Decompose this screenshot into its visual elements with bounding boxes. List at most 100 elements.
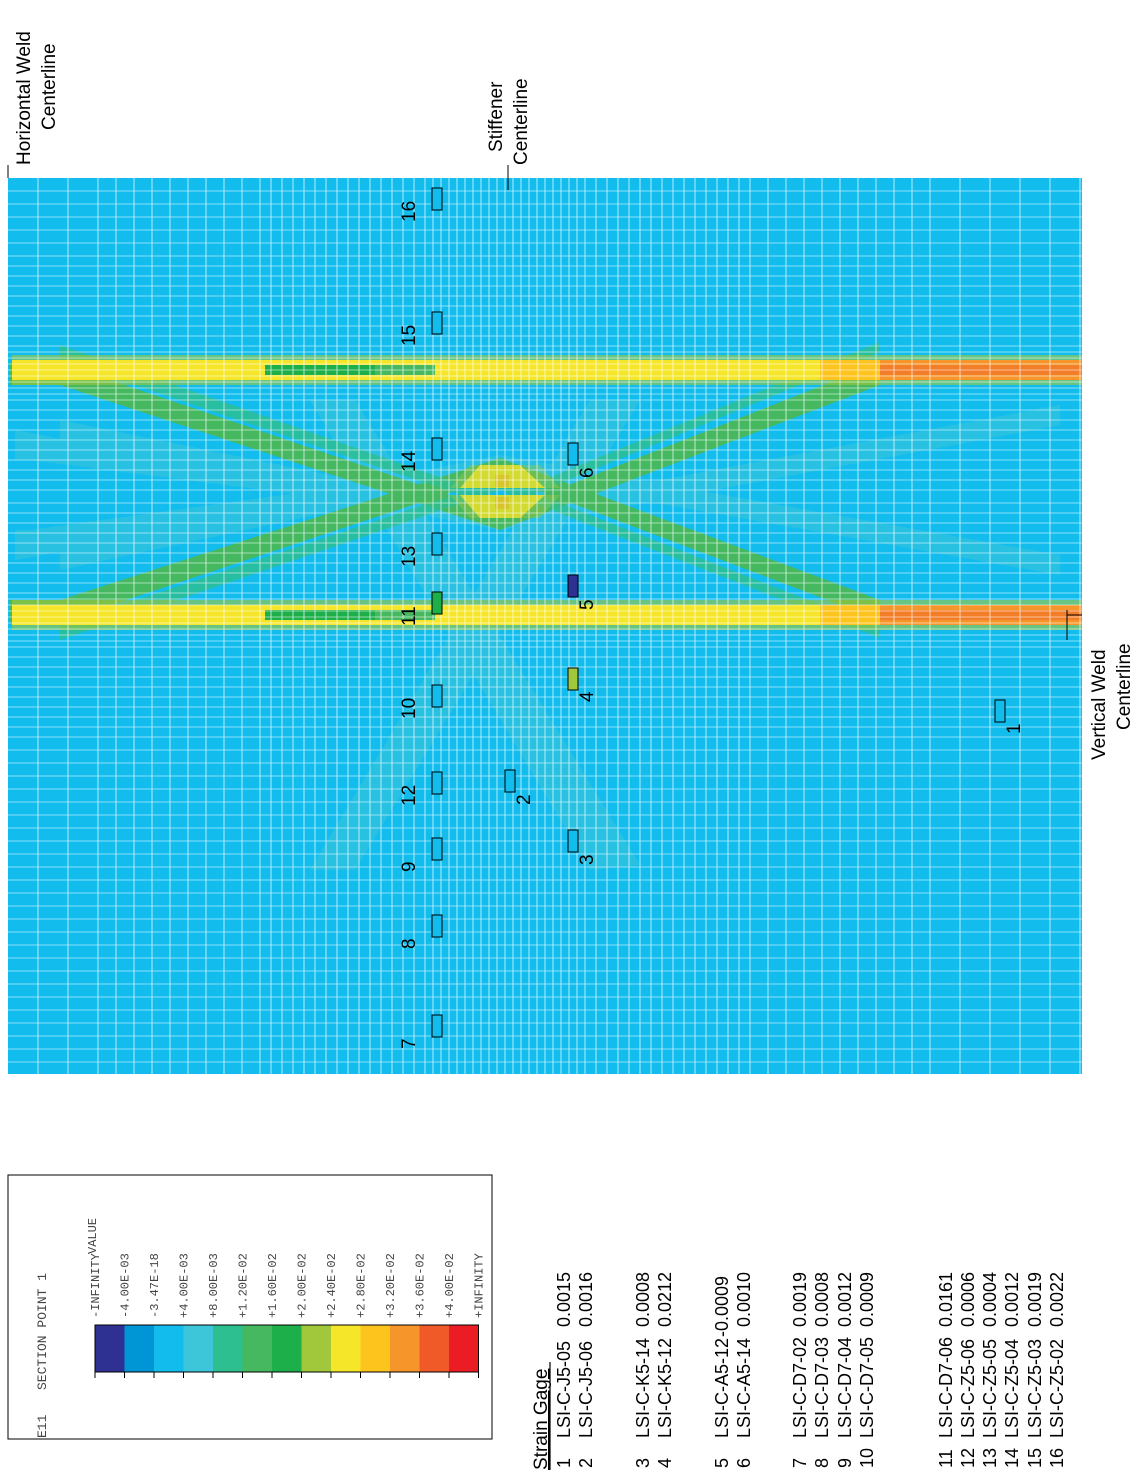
gage-id: LSI-C-D7-06 (936, 1337, 956, 1438)
legend-label: +8.00E-03 (207, 1253, 221, 1318)
gage-value: 0.0009 (857, 1272, 877, 1327)
gage-value: 0.0004 (980, 1272, 1000, 1327)
stiffener-annotation: Stiffener Centerline (486, 78, 532, 190)
gage-id: LSI-C-D7-04 (835, 1337, 855, 1438)
gage-value: 0.0161 (936, 1272, 956, 1327)
gage-id: LSI-C-D7-03 (812, 1337, 832, 1438)
gauge-number: 16 (399, 201, 420, 222)
gauge-box (431, 771, 443, 795)
gauge-box (431, 684, 443, 708)
legend-swatch (390, 1325, 420, 1372)
gage-id: LSI-C-Z5-06 (958, 1339, 978, 1438)
gauge-marker: 7 (399, 1014, 443, 1049)
table-row: 14 LSI-C-Z5-04 0.0012 (1002, 1272, 1022, 1468)
gauge-box (431, 532, 443, 556)
gauge-marker: 6 (567, 442, 598, 478)
gage-number: 6 (734, 1458, 754, 1468)
table-row: 11 LSI-C-D7-06 0.0161 (936, 1272, 956, 1468)
legend-swatch (213, 1325, 243, 1372)
gage-number: 2 (576, 1458, 596, 1468)
table-rows: 1 LSI-C-J5-05 0.0015 2 LSI-C-J5-06 0.0016 3 LSI… (554, 1272, 1067, 1468)
gage-number: 15 (1025, 1448, 1045, 1468)
gauge-number: 12 (399, 785, 420, 806)
gage-id: LSI-C-A5-14 (734, 1338, 754, 1438)
vertical-weld-label-2: Centerline (1114, 643, 1135, 730)
gauge-number: 11 (399, 606, 420, 626)
horizontal-weld-label-2: Centerline (39, 43, 60, 130)
gauge-box (431, 311, 443, 335)
gage-number: 11 (936, 1449, 956, 1468)
legend-variable: E11 (35, 1414, 50, 1438)
gage-id: LSI-C-A5-12 (712, 1338, 732, 1438)
gage-id: LSI-C-J5-06 (576, 1341, 596, 1438)
table-row: 2 LSI-C-J5-06 0.0016 (576, 1272, 596, 1468)
legend-frame (7, 1174, 493, 1440)
gage-value: 0.0008 (633, 1272, 653, 1327)
table-row: 3 LSI-C-K5-14 0.0008 (633, 1272, 653, 1468)
gage-id: LSI-C-Z5-02 (1047, 1339, 1067, 1438)
gauge-box (504, 769, 516, 793)
gauge-number: 2 (514, 794, 535, 805)
color-legend: E11 SECTION POINT 1 VALUE -INFINITY -4.00… (7, 1174, 493, 1440)
legend-label: +4.00E-03 (178, 1253, 192, 1318)
gage-number: 14 (1002, 1448, 1022, 1468)
legend-swatch (124, 1325, 154, 1372)
gauge-marker: 13 (399, 532, 443, 567)
legend-swatch (242, 1325, 272, 1372)
gauge-box (431, 1014, 443, 1038)
vertical-weld-annotation: Vertical Weld Centerline (1066, 610, 1135, 760)
gauge-number: 6 (577, 467, 598, 478)
table-row: 1 LSI-C-J5-05 0.0015 (554, 1272, 574, 1468)
gage-id: LSI-C-Z5-05 (980, 1339, 1000, 1438)
legend-label: +2.40E-02 (325, 1253, 339, 1318)
gauge-marker: 2 (504, 769, 535, 805)
legend-labels: -INFINITY -4.00E-03 -3.47E-18 +4.00E-03 +8.0… (89, 1253, 487, 1318)
gauge-box (431, 187, 443, 211)
legend-swatch (419, 1325, 449, 1372)
gage-number: 8 (812, 1458, 832, 1468)
gauge-marker: 3 (567, 829, 598, 865)
gage-number: 10 (857, 1448, 877, 1468)
table-row: 6 LSI-C-A5-14 0.0010 (734, 1272, 754, 1468)
gauge-number: 15 (399, 325, 420, 346)
gauge-marker: 1 (994, 699, 1025, 734)
gauge-marker: 16 (399, 187, 443, 222)
legend-swatch (331, 1325, 361, 1372)
weld-band-left (12, 600, 1082, 630)
gage-id: LSI-C-K5-12 (655, 1338, 675, 1438)
gauge-box (567, 574, 579, 598)
gage-number: 9 (835, 1458, 855, 1468)
gage-number: 5 (712, 1458, 732, 1468)
gauge-box (431, 914, 443, 938)
legend-swatch (449, 1325, 479, 1372)
gauge-box (567, 442, 579, 466)
gauge-box (567, 829, 579, 853)
gauge-box (431, 591, 443, 615)
gauge-marker: 8 (399, 914, 443, 949)
stiffener-label-1: Stiffener (486, 81, 507, 152)
gauge-marker: 12 (399, 771, 443, 806)
legend-label: +2.00E-02 (296, 1253, 310, 1318)
gauge-box (994, 699, 1006, 723)
table-row: 8 LSI-C-D7-03 0.0008 (812, 1272, 832, 1468)
stiffener-label-2: Centerline (511, 78, 532, 165)
fe-mesh (8, 178, 1082, 1074)
gage-value: 0.0012 (1002, 1272, 1022, 1327)
legend-label: +INFINITY (473, 1253, 487, 1318)
gauge-number: 14 (399, 450, 420, 472)
gage-value: 0.0212 (655, 1272, 675, 1327)
legend-label: -4.00E-03 (119, 1253, 133, 1318)
legend-swatch (360, 1325, 390, 1372)
legend-label: -3.47E-18 (148, 1253, 162, 1318)
gage-id: LSI-C-J5-05 (554, 1341, 574, 1438)
gage-value: 0.0006 (958, 1272, 978, 1327)
gage-value: 0.0016 (576, 1272, 596, 1327)
table-row: 10 LSI-C-D7-05 0.0009 (857, 1272, 877, 1468)
gage-value: 0.0008 (812, 1272, 832, 1327)
table-row: 12 LSI-C-Z5-06 0.0006 (958, 1272, 978, 1468)
gauge-box (431, 437, 443, 461)
gage-id: LSI-C-D7-05 (857, 1337, 877, 1438)
